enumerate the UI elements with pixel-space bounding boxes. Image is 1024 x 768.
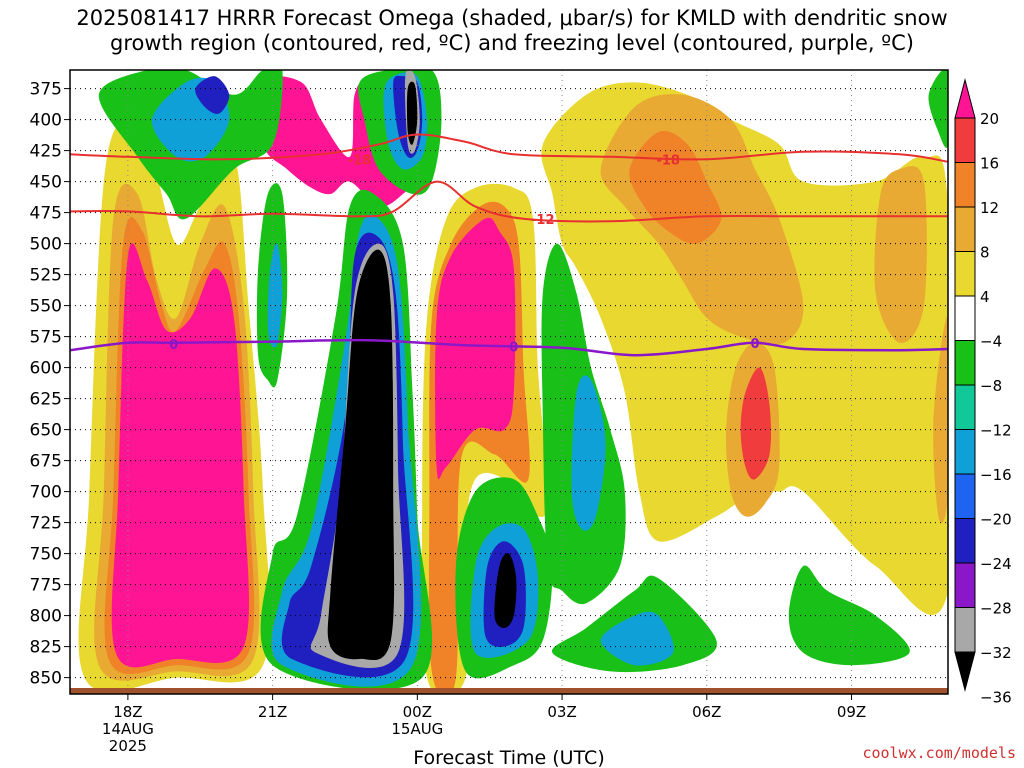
y-tick-label: 500 (30, 235, 62, 255)
colorbar-label: −16 (980, 466, 1012, 484)
x-tick-date: 15AUG (391, 720, 443, 738)
dgz-contour-label: -12 (531, 213, 555, 228)
freezing-level-label: 0 (509, 341, 518, 356)
y-tick-label: 825 (30, 638, 62, 658)
x-tick-label: 21Z (258, 703, 287, 721)
colorbar-label: 8 (980, 244, 990, 262)
y-tick-label: 550 (30, 297, 62, 317)
contour-lines: -18 -18 -12 0 0 0 (70, 133, 948, 357)
colorbar-bin (954, 340, 976, 386)
x-tick-label: 09Z (837, 703, 866, 721)
x-tick-label: 06Z (692, 703, 721, 721)
freezing-level-line (70, 338, 948, 357)
omega-region-7 (435, 217, 516, 480)
grid-lines (70, 70, 948, 694)
freezing-level-label: 0 (169, 338, 178, 353)
colorbar-bin (954, 251, 976, 297)
omega-region-19 (267, 242, 283, 348)
colorbar-bin (954, 384, 976, 430)
y-tick-label: 475 (30, 204, 62, 224)
y-tick-label: 625 (30, 390, 62, 410)
colorbar-label: 16 (980, 155, 999, 173)
x-tick-year: 2025 (109, 737, 147, 755)
chart-title-line2: growth region (contoured, red, ºC) and f… (110, 31, 914, 55)
colorbar-label: −32 (980, 644, 1012, 662)
dgz-contour-line (70, 133, 948, 163)
y-tick-label: 450 (30, 173, 62, 193)
colorbar-label: −4 (980, 333, 1002, 351)
y-tick-label: 600 (30, 359, 62, 379)
x-axis-label: Forecast Time (UTC) (413, 747, 604, 768)
omega-region-39 (928, 70, 948, 148)
y-tick-label: 750 (30, 545, 62, 565)
y-tick-label: 700 (30, 483, 62, 503)
y-tick-label: 650 (30, 421, 62, 441)
colorbar-label: 4 (980, 288, 990, 306)
y-tick-label: 375 (30, 80, 62, 100)
colorbar-label: −8 (980, 377, 1002, 395)
omega-region-24 (327, 249, 395, 661)
y-tick-label: 850 (30, 669, 62, 689)
y-tick-label: 400 (30, 111, 62, 131)
y-tick-label: 775 (30, 576, 62, 596)
chart-title-line1: 2025081417 HRRR Forecast Omega (shaded, … (76, 6, 948, 30)
y-tick-label: 425 (30, 142, 62, 162)
colorbar-bin (954, 429, 976, 475)
ground-strip (70, 688, 948, 694)
omega-region-3 (111, 243, 250, 668)
chart-title: 2025081417 HRRR Forecast Omega (shaded, … (0, 6, 1024, 56)
colorbar-label: −20 (980, 511, 1012, 529)
x-tick-label: 00Z (403, 703, 432, 721)
colorbar-label: 20 (980, 110, 999, 128)
colorbar-top-arrow (954, 78, 976, 119)
colorbar-bin (954, 117, 976, 163)
x-tick-label: 18Z (113, 703, 142, 721)
y-tick-label: 800 (30, 607, 62, 627)
colorbar-bin (954, 295, 976, 341)
omega-region-17 (195, 76, 230, 114)
omega-region-37 (600, 611, 674, 666)
omega-region-11 (874, 166, 927, 344)
colorbar: 20 16 12 8 4 −4 −8 −12 −16 −20 −24 −28 −32 −36 (954, 78, 1012, 707)
colorbar-label: −36 (980, 689, 1012, 707)
omega-region-13 (740, 367, 772, 480)
colorbar-label: −28 (980, 600, 1012, 618)
colorbar-bin (954, 607, 976, 653)
omega-region-14 (933, 316, 948, 523)
colorbar-bin (954, 562, 976, 608)
omega-region-38 (788, 565, 910, 666)
y-tick-label: 675 (30, 452, 62, 472)
omega-region-29 (406, 81, 418, 145)
colorbar-label: 12 (980, 199, 999, 217)
y-tick-label: 725 (30, 514, 62, 534)
dgz-contour-label: -18 (656, 153, 680, 168)
colorbar-bin (954, 162, 976, 208)
dgz-contour-line (70, 180, 948, 223)
x-tick-label: 03Z (547, 703, 576, 721)
colorbar-label: −12 (980, 422, 1012, 440)
dgz-contour-label: -18 (348, 153, 372, 168)
colorbar-bin (954, 473, 976, 519)
y-tick-label: 575 (30, 328, 62, 348)
colorbar-bin (954, 518, 976, 564)
y-tick-label: 525 (30, 266, 62, 286)
plot-frame (69, 69, 949, 695)
omega-region-33 (494, 553, 517, 628)
watermark: coolwx.com/models (862, 744, 1016, 762)
y-axis: 375 400 425 450 475 500 525 550 575 600 625 650 675 7… (30, 80, 70, 689)
colorbar-bin (954, 206, 976, 252)
x-tick-date: 14AUG (102, 720, 154, 738)
freezing-level-label: 0 (751, 337, 760, 352)
colorbar-label: −24 (980, 555, 1012, 573)
colorbar-bottom-arrow (954, 651, 976, 692)
